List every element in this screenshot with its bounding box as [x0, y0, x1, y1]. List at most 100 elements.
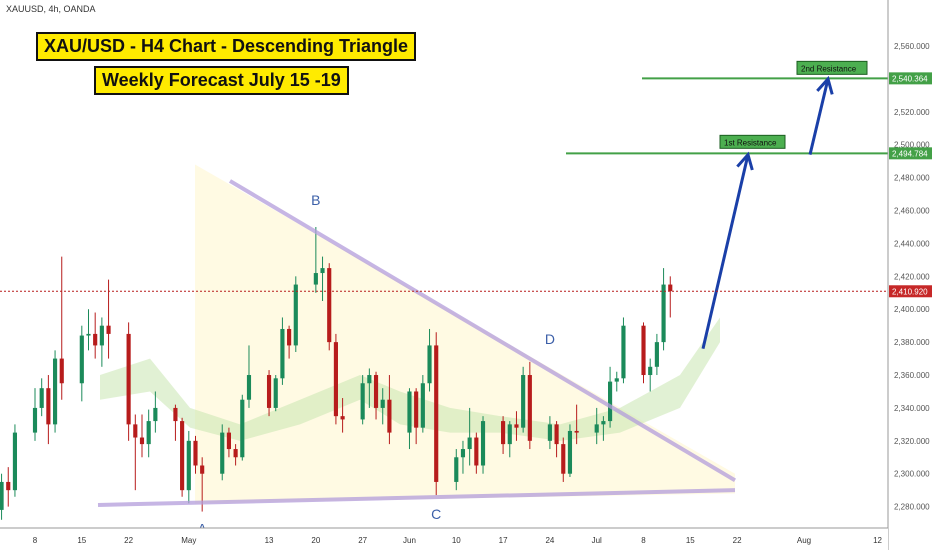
candle-body: [641, 325, 646, 376]
candle: [180, 417, 185, 497]
candle: [313, 226, 318, 293]
x-tick-label: 17: [499, 536, 508, 545]
candle-body: [567, 430, 573, 474]
candle: [246, 345, 252, 408]
forecast-arrow-2: [808, 78, 830, 155]
candle-body: [139, 437, 145, 445]
candle: [514, 411, 519, 441]
candle-body: [474, 437, 479, 466]
candle: [567, 424, 573, 478]
descending-resistance-line: [228, 179, 737, 483]
y-tick-label: 2,420.000: [894, 272, 930, 281]
support-line: [97, 488, 736, 507]
candle: [146, 409, 151, 458]
y-tick-label: 2,300.000: [894, 470, 930, 479]
x-tick-label: 24: [545, 536, 554, 545]
candle: [420, 375, 425, 433]
candle-body: [527, 375, 532, 441]
candle-body: [39, 388, 44, 408]
candle: [266, 370, 272, 417]
candle: [641, 322, 646, 384]
candle: [226, 427, 231, 458]
candle-body: [614, 378, 619, 382]
level-2-price-tag: 2,540.364: [892, 74, 928, 83]
candle: [46, 375, 51, 445]
candle-body: [380, 399, 385, 408]
x-tick-label: Aug: [797, 536, 811, 545]
candle-body: [547, 424, 552, 441]
candle-body: [193, 440, 198, 466]
candle: [12, 424, 18, 497]
candle-body: [621, 325, 626, 379]
resistance-label-box-1: [719, 134, 786, 149]
y-tick-label: 2,320.000: [894, 437, 930, 446]
candle-body: [414, 391, 419, 428]
y-tick-label: 2,280.000: [894, 503, 930, 512]
candle-body: [387, 399, 392, 433]
candle-body: [521, 375, 526, 428]
resistance-label-2: 2nd Resistance: [801, 64, 857, 73]
candle: [614, 371, 619, 392]
candle: [360, 375, 365, 425]
candle: [367, 368, 372, 408]
candle-body: [460, 449, 466, 458]
forecast-arrow-1: [701, 154, 750, 350]
candle: [427, 328, 432, 392]
candle: [106, 279, 111, 359]
x-tick-label: 12: [873, 536, 882, 545]
candle-body: [554, 424, 559, 445]
candle-body: [561, 444, 566, 474]
candle-body: [106, 325, 111, 334]
candle: [460, 440, 466, 474]
candle: [320, 256, 325, 302]
candle: [186, 430, 191, 504]
time-axis-bg: [0, 528, 888, 550]
y-tick-label: 2,380.000: [894, 338, 930, 347]
candle-body: [233, 449, 238, 458]
x-tick-label: 22: [733, 536, 742, 545]
candle-body: [420, 383, 425, 428]
candle: [454, 449, 459, 491]
candle: [661, 268, 666, 351]
symbol-label: XAUUSD, 4h, OANDA: [6, 4, 96, 14]
candle: [86, 309, 91, 351]
candle-body: [340, 416, 345, 420]
candle: [407, 388, 412, 450]
candle-body: [480, 421, 486, 466]
candle-body: [126, 333, 131, 425]
y-tick-label: 2,360.000: [894, 371, 930, 380]
candle-body: [226, 432, 231, 450]
candle-body: [99, 325, 104, 346]
candle-body: [59, 358, 64, 384]
candle-body: [333, 342, 338, 417]
candle: [240, 394, 245, 461]
chart-title: XAU/USD - H4 Chart - Descending Triangle: [36, 32, 417, 61]
candle: [594, 407, 599, 445]
candle: [293, 276, 298, 352]
candle-body: [266, 375, 272, 408]
forecast-arrow-1-head: [736, 151, 754, 171]
forecast-arrow-2-head: [816, 75, 834, 95]
candle-body: [654, 342, 659, 367]
candle-body: [93, 333, 98, 346]
candles-layer: [0, 226, 673, 520]
candle-body: [427, 345, 432, 384]
candle-body: [0, 481, 4, 510]
candle-body: [273, 378, 278, 408]
candle-body: [146, 421, 151, 445]
candle: [527, 361, 532, 450]
candle: [654, 333, 659, 376]
candle-body: [246, 375, 252, 400]
candle: [79, 325, 84, 402]
candle-body: [507, 424, 512, 445]
candle-body: [287, 328, 292, 346]
x-tick-label: Jun: [403, 536, 416, 545]
candle: [380, 388, 385, 425]
candle: [474, 432, 479, 474]
candle-body: [6, 481, 11, 491]
candle-body: [293, 284, 298, 346]
last-price-tag: 2,410.920: [892, 287, 928, 296]
candle: [434, 332, 439, 496]
